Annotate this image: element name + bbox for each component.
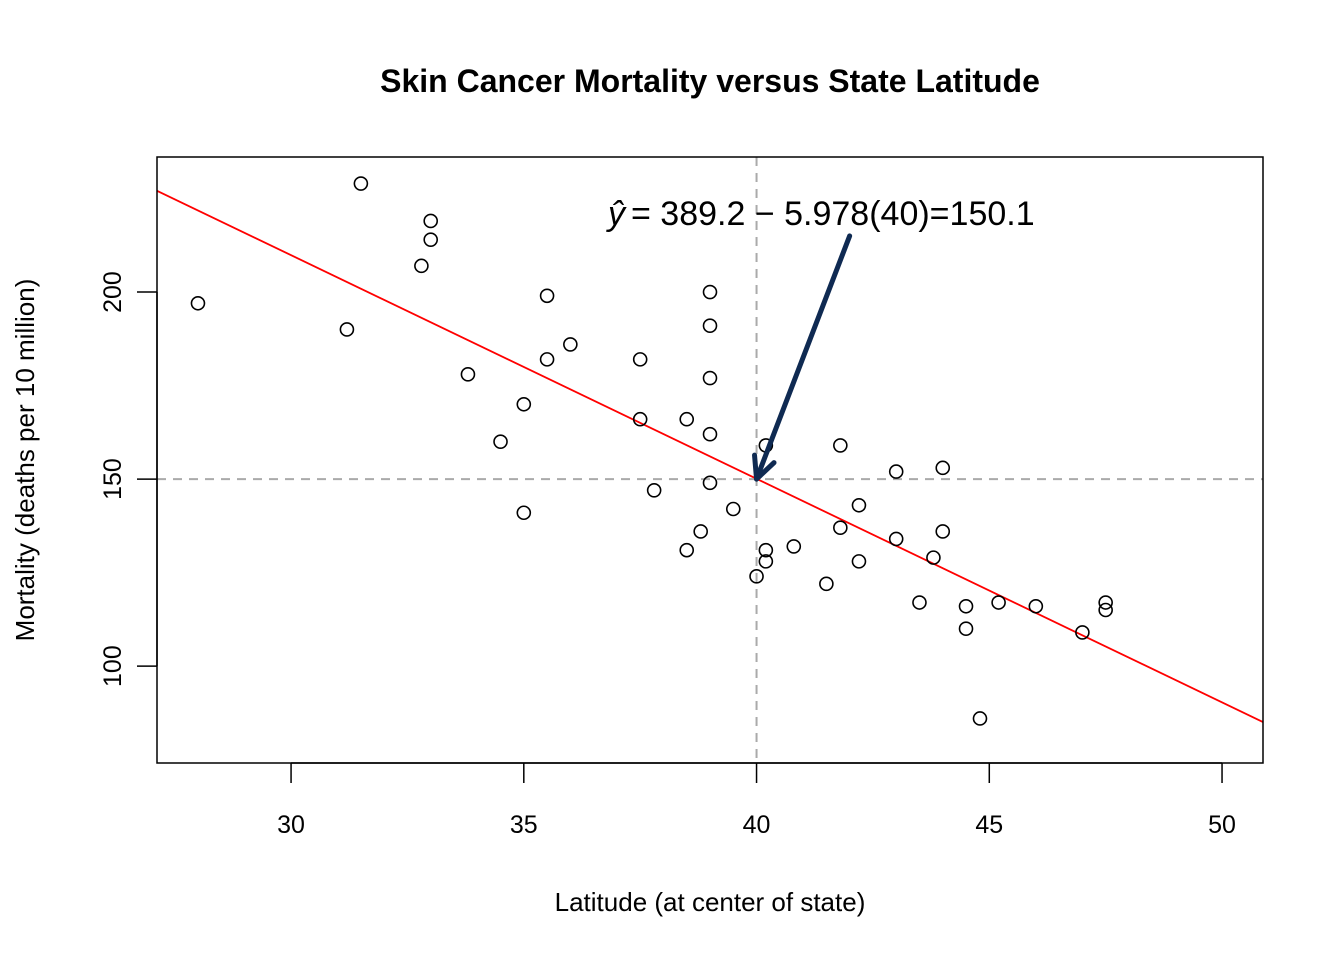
x-tick-label: 40	[743, 811, 771, 839]
y-tick-label: 200	[99, 271, 127, 313]
equation-annotation: ŷ = 389.2 − 5.978(40)=150.1	[606, 195, 1035, 233]
data-point	[339, 322, 355, 337]
data-point	[851, 554, 867, 569]
data-point	[702, 370, 718, 386]
data-point	[833, 520, 848, 536]
data-point	[958, 598, 974, 614]
regression-line	[156, 189, 1264, 723]
data-point	[935, 460, 951, 476]
data-point	[972, 711, 988, 726]
data-point	[725, 501, 741, 517]
data-point	[679, 542, 695, 558]
data-point	[702, 475, 718, 491]
data-point	[912, 595, 927, 610]
data-point	[646, 482, 662, 498]
data-point	[460, 367, 476, 382]
arrow-head	[752, 452, 777, 482]
data-point	[758, 554, 774, 569]
data-point	[1075, 625, 1090, 640]
data-point	[632, 411, 648, 427]
data-point	[414, 258, 429, 274]
x-tick-label: 45	[975, 811, 1003, 839]
data-point	[833, 438, 848, 453]
data-point	[1098, 602, 1113, 618]
data-point	[423, 232, 439, 247]
y-tick-label: 100	[99, 645, 127, 687]
data-point	[819, 576, 834, 592]
data-point	[702, 318, 718, 334]
data-point	[888, 531, 904, 547]
data-point	[851, 497, 867, 513]
data-point	[516, 396, 532, 412]
arrow-shaft	[754, 233, 853, 482]
x-axis-label: Latitude (at center of state)	[555, 887, 866, 917]
data-point	[958, 621, 974, 637]
y-tick-label: 150	[99, 458, 127, 500]
x-tick-label: 50	[1208, 811, 1236, 839]
x-tick-label: 30	[277, 811, 305, 839]
data-point	[693, 524, 708, 539]
data-point	[702, 426, 718, 442]
data-point	[991, 595, 1006, 610]
chart-title: Skin Cancer Mortality versus State Latit…	[380, 63, 1040, 99]
data-point	[516, 505, 532, 521]
y-axis-label: Mortality (deaths per 10 million)	[10, 279, 40, 642]
data-point	[749, 569, 764, 584]
data-point	[539, 288, 555, 304]
data-point	[786, 539, 802, 554]
x-tick-label: 35	[510, 811, 538, 839]
data-point	[926, 550, 941, 565]
data-point	[702, 284, 718, 300]
data-point	[935, 524, 951, 539]
plot-frame	[156, 156, 1264, 764]
data-point	[888, 464, 904, 479]
data-point	[1098, 595, 1113, 610]
data-point	[758, 542, 774, 558]
data-point	[493, 434, 508, 449]
data-point	[423, 213, 439, 229]
data-point	[679, 411, 695, 427]
data-point	[632, 352, 648, 367]
data-point	[539, 352, 555, 367]
data-point	[563, 337, 578, 352]
data-point	[1028, 598, 1044, 614]
data-point	[190, 295, 206, 311]
data-point	[353, 176, 369, 191]
